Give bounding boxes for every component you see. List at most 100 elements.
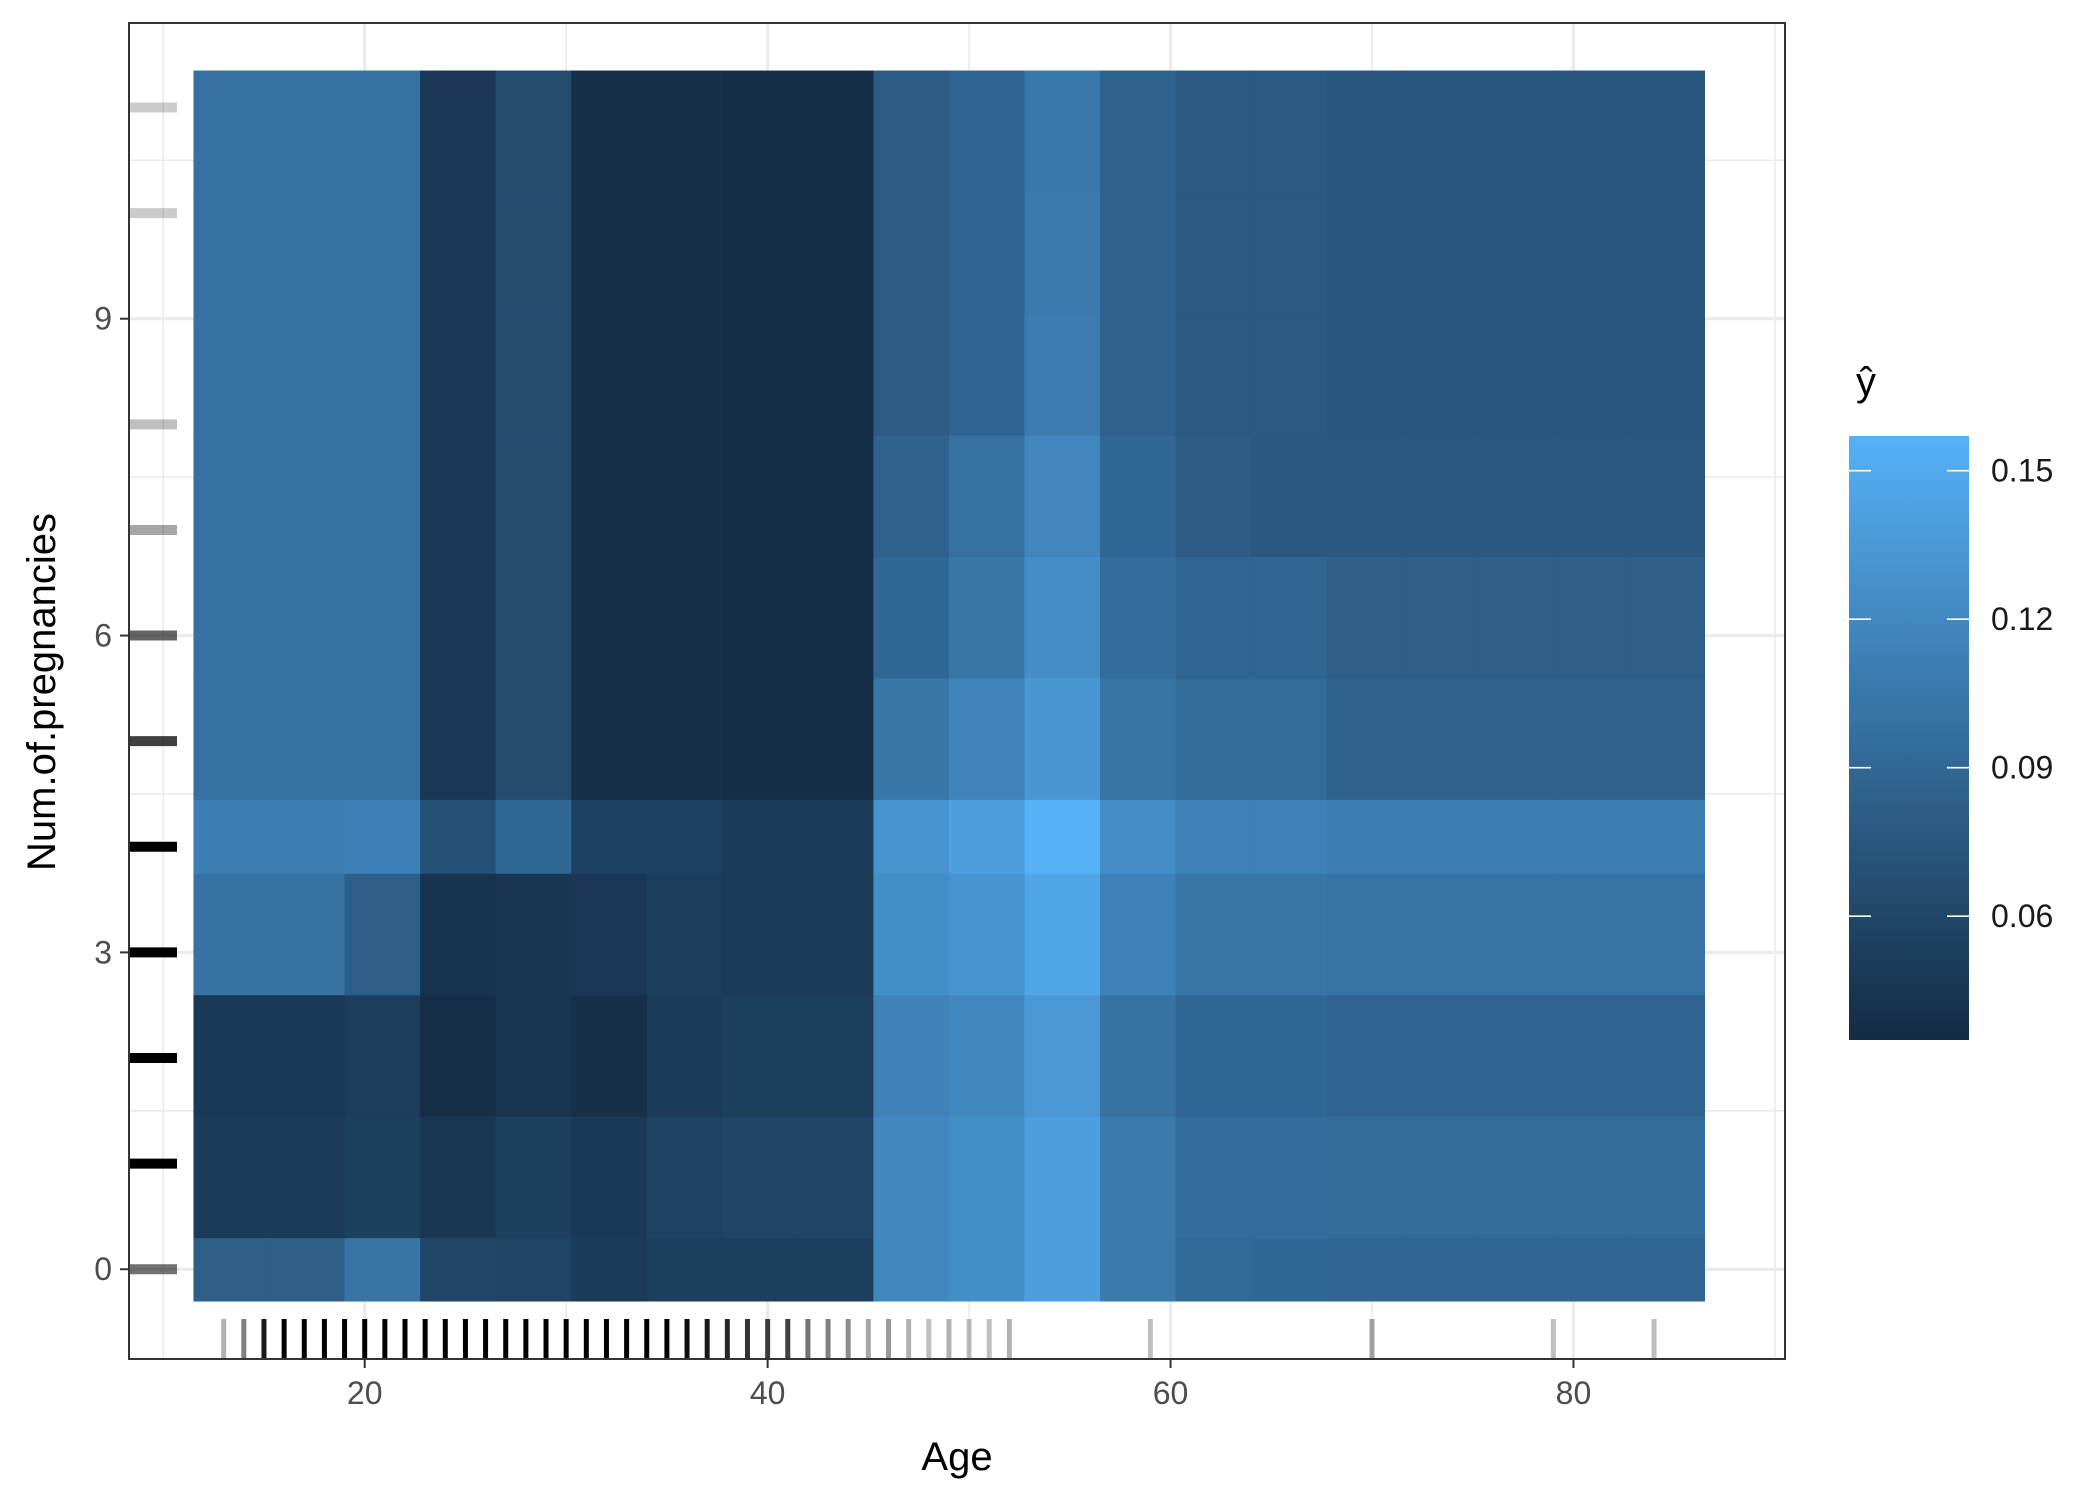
heatmap-cell: [1477, 1237, 1554, 1302]
plot-border: [128, 22, 1786, 1360]
heatmap-cell: [269, 556, 346, 679]
heatmap-cell: [1402, 799, 1479, 874]
heatmap-cell: [420, 556, 497, 679]
heatmap-cell: [1326, 1237, 1403, 1302]
heatmap-cell: [1251, 677, 1328, 800]
heatmap-cell: [344, 1237, 421, 1302]
heatmap-cell: [1326, 191, 1403, 315]
heatmap-cell: [269, 1237, 346, 1302]
heatmap-cell: [1628, 191, 1706, 315]
heatmap-cell: [646, 677, 723, 800]
heatmap-cell: [1251, 434, 1328, 557]
heatmap-cell: [1477, 799, 1554, 874]
heatmap-cell: [193, 313, 270, 436]
heatmap-cell: [571, 556, 648, 679]
y-tick-label: 6: [94, 618, 112, 654]
heatmap-cell: [797, 1116, 874, 1239]
heatmap-cell: [1553, 556, 1630, 679]
heatmap-cell: [420, 677, 497, 800]
heatmap-cell: [797, 70, 874, 193]
y-axis-title: Num.of.pregnancies: [20, 513, 64, 871]
heatmap-cell: [1175, 556, 1252, 679]
heatmap-cell: [193, 1116, 270, 1239]
heatmap-cell: [1553, 70, 1630, 193]
heatmap-cell: [1024, 799, 1101, 874]
heatmap-cell: [1175, 1116, 1252, 1239]
heatmap-cell: [1326, 677, 1403, 800]
x-tick-label: 40: [750, 1375, 786, 1411]
heatmap-cell: [646, 799, 723, 874]
heatmap-cell: [1477, 1116, 1554, 1239]
heatmap-cell: [722, 70, 799, 193]
heatmap-cell: [948, 1116, 1026, 1239]
heatmap-cell: [1175, 677, 1252, 800]
heatmap-cell: [646, 70, 723, 193]
heatmap-cell: [1100, 313, 1177, 436]
heatmap-cell: [1402, 994, 1479, 1117]
y-tick-label: 9: [94, 301, 112, 337]
x-axis-title: Age: [921, 1435, 992, 1479]
heatmap-cell: [495, 191, 572, 315]
heatmap-cell: [571, 70, 648, 193]
heatmap-cell: [495, 556, 572, 679]
heatmap-cell: [495, 70, 572, 193]
heatmap-cell: [495, 434, 572, 557]
heatmap-cell: [948, 677, 1026, 800]
heatmap-cell: [269, 191, 346, 315]
heatmap-cell: [1402, 556, 1479, 679]
heatmap-cell: [797, 873, 874, 996]
heatmap-cell: [1402, 191, 1479, 315]
heatmap-cell: [722, 1237, 799, 1302]
heatmap-cell: [1477, 191, 1554, 315]
heatmap-cell: [193, 191, 270, 315]
heatmap-cell: [1251, 873, 1328, 996]
heatmap-cell: [722, 434, 799, 557]
heatmap-cell: [344, 434, 421, 557]
heatmap-cell: [1628, 1237, 1706, 1302]
heatmap-cell: [1477, 556, 1554, 679]
heatmap-cell: [344, 677, 421, 800]
heatmap-cell: [1024, 1237, 1101, 1302]
heatmap-cell: [1024, 70, 1101, 193]
color-legend: ŷ 0.06 0.09 0.12 0.15: [1849, 360, 2053, 1040]
heatmap-cell: [873, 994, 950, 1117]
heatmap-cell: [1553, 1116, 1630, 1239]
heatmap-cell: [1326, 873, 1403, 996]
heatmap-cell: [948, 873, 1026, 996]
heatmap-cell: [495, 1237, 572, 1302]
heatmap-cell: [1024, 434, 1101, 557]
heatmap-cell: [1100, 677, 1177, 800]
heatmap-cell: [1326, 799, 1403, 874]
heatmap-cell: [1628, 873, 1706, 996]
heatmap-cell: [646, 873, 723, 996]
heatmap-cell: [1175, 873, 1252, 996]
heatmap-cell: [1100, 1237, 1177, 1302]
heatmap-cell: [344, 556, 421, 679]
heatmap-cell: [1100, 873, 1177, 996]
heatmap-cell: [571, 313, 648, 436]
heatmap-cell: [873, 191, 950, 315]
heatmap-cell: [1326, 994, 1403, 1117]
heatmap-cell: [797, 434, 874, 557]
heatmap-cell: [344, 70, 421, 193]
heatmap-cell: [797, 677, 874, 800]
heatmap-cell: [873, 556, 950, 679]
heatmap-cell: [797, 313, 874, 436]
heatmap-cell: [571, 191, 648, 315]
heatmap-cell: [948, 313, 1026, 436]
heatmap-cell: [420, 313, 497, 436]
axes: 20 40 60 80 0 3 6 9: [94, 301, 1591, 1411]
heatmap-cell: [948, 994, 1026, 1117]
heatmap-cell: [269, 1116, 346, 1239]
y-tick-label: 3: [94, 934, 112, 970]
heatmap-cell: [797, 799, 874, 874]
heatmap-cell: [1024, 191, 1101, 315]
heatmap-cell: [948, 556, 1026, 679]
heatmap-cell: [495, 994, 572, 1117]
heatmap-cell: [1402, 434, 1479, 557]
heatmap-cell: [1251, 1237, 1328, 1302]
heatmap-cell: [1024, 994, 1101, 1117]
heatmap-cell: [873, 799, 950, 874]
legend-tick-label: 0.12: [1991, 601, 2053, 637]
